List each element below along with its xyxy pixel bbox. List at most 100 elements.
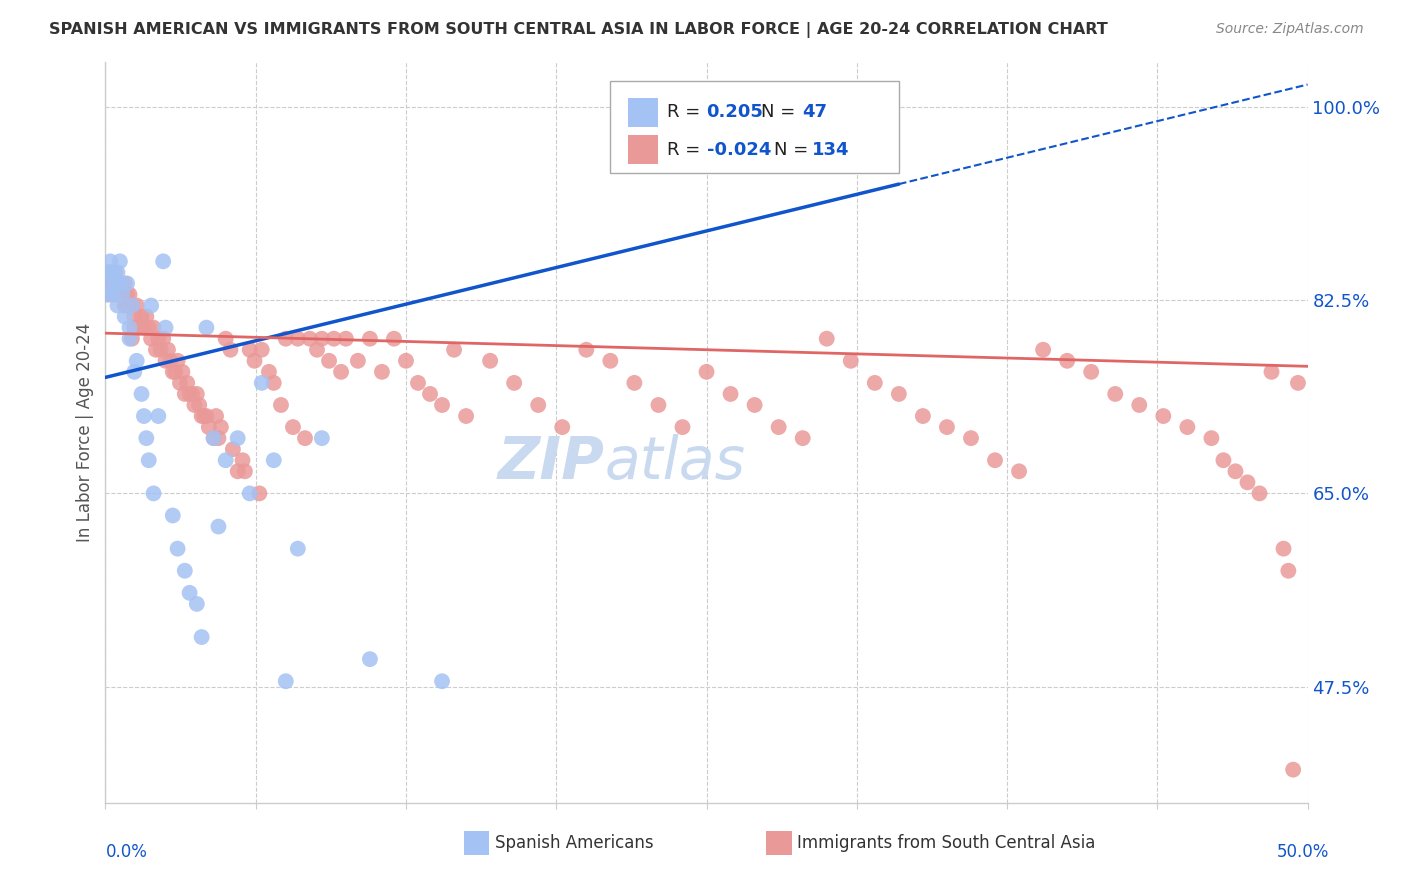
Point (138, 320, 160, 334)
Point (214, 332, 236, 346)
Point (152, 332, 174, 346)
Point (1236, 475, 1258, 490)
Point (115, 287, 138, 301)
Point (311, 332, 333, 346)
Point (124, 320, 146, 334)
Point (430, 398, 453, 412)
Point (145, 343, 167, 357)
Point (575, 343, 598, 357)
Point (419, 387, 441, 401)
Point (202, 431, 225, 445)
Point (108, 277, 131, 291)
Point (183, 398, 205, 412)
Point (382, 332, 405, 346)
Point (281, 420, 304, 434)
Point (335, 332, 357, 346)
Point (114, 277, 136, 291)
Point (222, 442, 245, 457)
Point (138, 453, 160, 467)
Point (135, 431, 157, 445)
Point (101, 287, 124, 301)
Point (647, 398, 669, 412)
Point (115, 299, 138, 313)
Point (97, 287, 120, 301)
Point (696, 365, 718, 379)
Point (124, 310, 146, 324)
Point (148, 409, 170, 423)
Point (97, 287, 120, 301)
Point (863, 376, 886, 390)
Text: Spanish Americans: Spanish Americans (495, 834, 654, 852)
Point (330, 365, 353, 379)
Point (97, 277, 120, 291)
Text: 47: 47 (803, 103, 828, 121)
Point (1272, 541, 1295, 556)
Point (98, 277, 121, 291)
Point (149, 343, 172, 357)
Text: R =: R = (666, 103, 706, 121)
Point (97, 265, 120, 279)
Point (152, 254, 174, 268)
Point (1008, 464, 1031, 478)
Point (1225, 464, 1247, 478)
Point (205, 409, 228, 423)
Point (195, 409, 218, 423)
Point (101, 265, 124, 279)
Point (1201, 431, 1223, 445)
Point (1056, 353, 1078, 368)
Point (121, 299, 143, 313)
Point (148, 332, 170, 346)
Point (104, 277, 127, 291)
Point (887, 387, 910, 401)
Point (190, 630, 212, 644)
Point (960, 431, 983, 445)
Point (294, 431, 316, 445)
Point (124, 365, 146, 379)
Point (108, 287, 131, 301)
Point (172, 365, 194, 379)
Point (156, 343, 179, 357)
Point (114, 299, 136, 313)
Point (1286, 376, 1309, 390)
Text: SPANISH AMERICAN VS IMMIGRANTS FROM SOUTH CENTRAL ASIA IN LABOR FORCE | AGE 20-2: SPANISH AMERICAN VS IMMIGRANTS FROM SOUT… (49, 22, 1108, 38)
Point (135, 310, 157, 324)
Point (527, 398, 550, 412)
Text: R =: R = (666, 141, 706, 159)
Point (768, 420, 790, 434)
Point (142, 486, 165, 500)
Point (121, 332, 143, 346)
FancyBboxPatch shape (610, 81, 898, 173)
Point (1212, 453, 1234, 467)
Text: Immigrants from South Central Asia: Immigrants from South Central Asia (797, 834, 1095, 852)
Point (911, 409, 934, 423)
Point (195, 320, 218, 334)
Point (936, 420, 959, 434)
Point (190, 409, 212, 423)
Point (179, 586, 201, 600)
Point (298, 332, 321, 346)
Point (322, 332, 344, 346)
Point (671, 420, 693, 434)
Y-axis label: In Labor Force | Age 20-24: In Labor Force | Age 20-24 (76, 323, 94, 542)
Point (207, 519, 229, 533)
Point (623, 376, 645, 390)
Point (104, 265, 127, 279)
Point (207, 431, 229, 445)
Point (219, 343, 242, 357)
Point (188, 398, 211, 412)
Point (118, 287, 141, 301)
Point (1277, 564, 1299, 578)
Point (101, 287, 124, 301)
Point (118, 332, 141, 346)
Point (97, 265, 120, 279)
Point (107, 277, 129, 291)
Point (263, 453, 285, 467)
Point (443, 343, 465, 357)
Point (1104, 387, 1126, 401)
Point (247, 486, 270, 500)
Point (239, 486, 262, 500)
Point (231, 453, 253, 467)
Point (792, 431, 814, 445)
Point (347, 353, 370, 368)
Text: 0.0%: 0.0% (105, 843, 148, 861)
